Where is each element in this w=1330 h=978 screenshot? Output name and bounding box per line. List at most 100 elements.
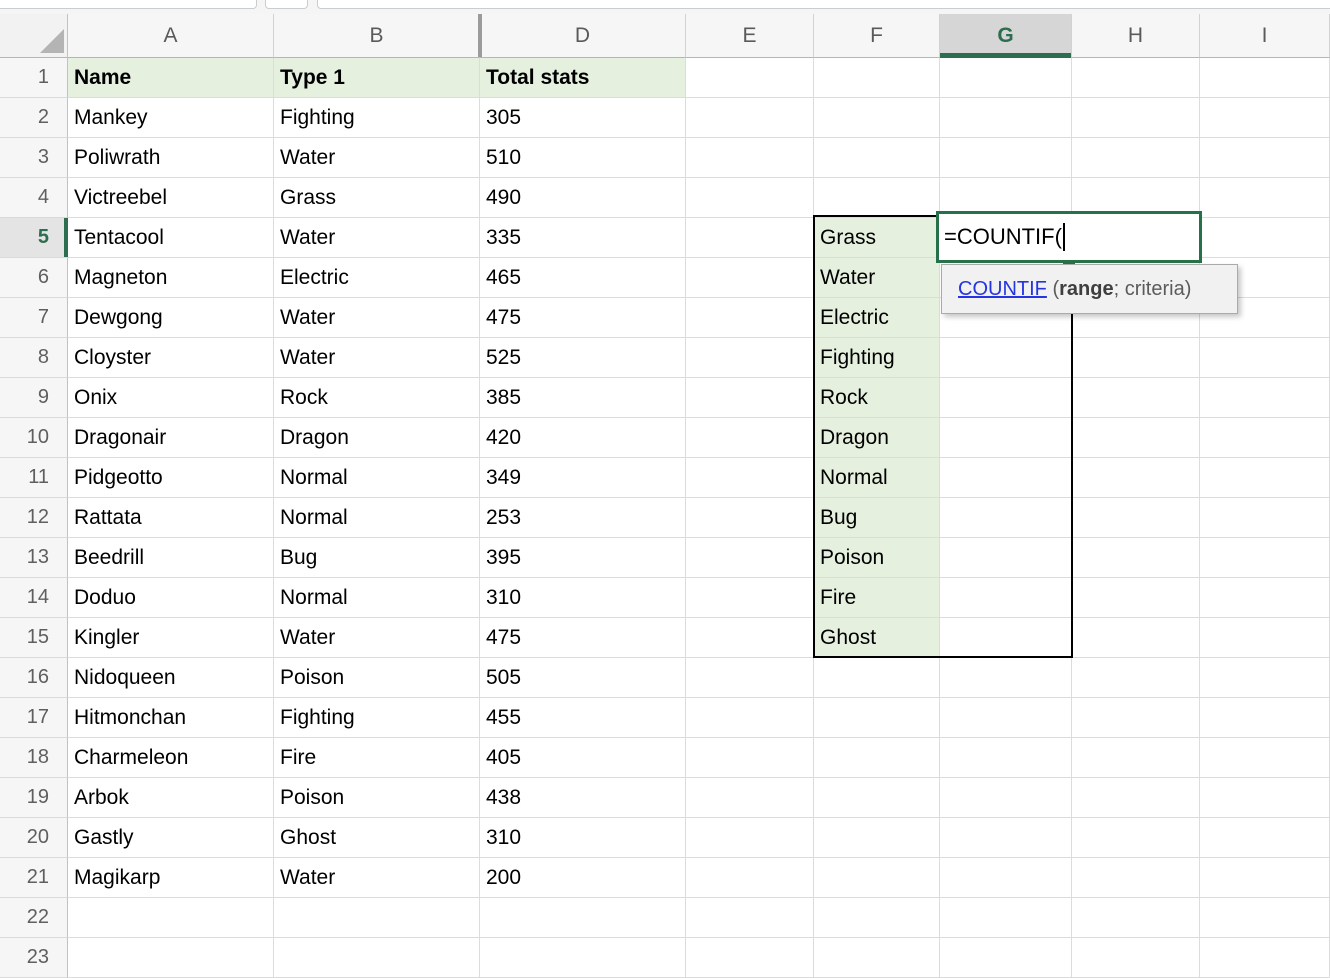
cell-A15[interactable]: Kingler — [68, 618, 274, 658]
cell-H15[interactable] — [1072, 618, 1200, 658]
cell-A7[interactable]: Dewgong — [68, 298, 274, 338]
cell-D5[interactable]: 335 — [480, 218, 686, 258]
cell-G12[interactable] — [940, 498, 1072, 538]
cell-H23[interactable] — [1072, 938, 1200, 978]
cell-G9[interactable] — [940, 378, 1072, 418]
cell-E8[interactable] — [686, 338, 814, 378]
cell-F20[interactable] — [814, 818, 940, 858]
cell-F16[interactable] — [814, 658, 940, 698]
cell-F14[interactable]: Fire — [814, 578, 940, 618]
cell-A22[interactable] — [68, 898, 274, 938]
cell-F23[interactable] — [814, 938, 940, 978]
row-header-13[interactable]: 13 — [0, 538, 68, 578]
cell-F2[interactable] — [814, 98, 940, 138]
cell-E7[interactable] — [686, 298, 814, 338]
cell-B7[interactable]: Water — [274, 298, 480, 338]
cell-G14[interactable] — [940, 578, 1072, 618]
cell-I4[interactable] — [1200, 178, 1330, 218]
column-header-A[interactable]: A — [68, 14, 274, 58]
cell-B19[interactable]: Poison — [274, 778, 480, 818]
cell-F21[interactable] — [814, 858, 940, 898]
row-header-8[interactable]: 8 — [0, 338, 68, 378]
row-header-3[interactable]: 3 — [0, 138, 68, 178]
cell-H9[interactable] — [1072, 378, 1200, 418]
cell-B8[interactable]: Water — [274, 338, 480, 378]
cell-F5[interactable]: Grass — [814, 218, 940, 258]
cell-D23[interactable] — [480, 938, 686, 978]
cell-G20[interactable] — [940, 818, 1072, 858]
cell-H10[interactable] — [1072, 418, 1200, 458]
cell-B4[interactable]: Grass — [274, 178, 480, 218]
cell-D3[interactable]: 510 — [480, 138, 686, 178]
cell-E18[interactable] — [686, 738, 814, 778]
cell-A3[interactable]: Poliwrath — [68, 138, 274, 178]
cell-A17[interactable]: Hitmonchan — [68, 698, 274, 738]
name-box[interactable] — [0, 0, 257, 9]
cell-D10[interactable]: 420 — [480, 418, 686, 458]
cell-D13[interactable]: 395 — [480, 538, 686, 578]
column-header-D[interactable]: D — [480, 14, 686, 58]
cell-E17[interactable] — [686, 698, 814, 738]
cell-B16[interactable]: Poison — [274, 658, 480, 698]
column-header-G[interactable]: G — [940, 14, 1072, 58]
cell-G15[interactable] — [940, 618, 1072, 658]
cell-I3[interactable] — [1200, 138, 1330, 178]
active-cell-editor[interactable]: =COUNTIF( — [936, 211, 1202, 269]
cell-I23[interactable] — [1200, 938, 1330, 978]
cell-E9[interactable] — [686, 378, 814, 418]
cell-F22[interactable] — [814, 898, 940, 938]
cell-F3[interactable] — [814, 138, 940, 178]
row-header-2[interactable]: 2 — [0, 98, 68, 138]
cell-F12[interactable]: Bug — [814, 498, 940, 538]
cell-F10[interactable]: Dragon — [814, 418, 940, 458]
cell-F1[interactable] — [814, 58, 940, 98]
cell-B2[interactable]: Fighting — [274, 98, 480, 138]
cell-E2[interactable] — [686, 98, 814, 138]
cell-B5[interactable]: Water — [274, 218, 480, 258]
cell-I11[interactable] — [1200, 458, 1330, 498]
hidden-column-c-divider[interactable] — [478, 14, 482, 57]
cell-A16[interactable]: Nidoqueen — [68, 658, 274, 698]
cell-I19[interactable] — [1200, 778, 1330, 818]
select-all-button[interactable] — [0, 14, 68, 58]
cell-I18[interactable] — [1200, 738, 1330, 778]
cell-H3[interactable] — [1072, 138, 1200, 178]
cell-D21[interactable]: 200 — [480, 858, 686, 898]
formula-bar[interactable] — [317, 0, 1330, 9]
cell-A14[interactable]: Doduo — [68, 578, 274, 618]
cell-I22[interactable] — [1200, 898, 1330, 938]
cell-I16[interactable] — [1200, 658, 1330, 698]
cell-D6[interactable]: 465 — [480, 258, 686, 298]
cell-B21[interactable]: Water — [274, 858, 480, 898]
cell-A12[interactable]: Rattata — [68, 498, 274, 538]
cell-E5[interactable] — [686, 218, 814, 258]
cell-D4[interactable]: 490 — [480, 178, 686, 218]
cell-A5[interactable]: Tentacool — [68, 218, 274, 258]
cell-I5[interactable] — [1200, 218, 1330, 258]
cell-B11[interactable]: Normal — [274, 458, 480, 498]
cell-E14[interactable] — [686, 578, 814, 618]
cell-B10[interactable]: Dragon — [274, 418, 480, 458]
cell-F18[interactable] — [814, 738, 940, 778]
cell-D9[interactable]: 385 — [480, 378, 686, 418]
cell-H20[interactable] — [1072, 818, 1200, 858]
cell-G16[interactable] — [940, 658, 1072, 698]
cell-F19[interactable] — [814, 778, 940, 818]
cell-D22[interactable] — [480, 898, 686, 938]
cell-D8[interactable]: 525 — [480, 338, 686, 378]
cell-I20[interactable] — [1200, 818, 1330, 858]
cell-F17[interactable] — [814, 698, 940, 738]
cell-E10[interactable] — [686, 418, 814, 458]
cell-H17[interactable] — [1072, 698, 1200, 738]
cell-G2[interactable] — [940, 98, 1072, 138]
cell-E21[interactable] — [686, 858, 814, 898]
cell-D12[interactable]: 253 — [480, 498, 686, 538]
row-header-4[interactable]: 4 — [0, 178, 68, 218]
cell-A1[interactable]: Name — [68, 58, 274, 98]
cell-A13[interactable]: Beedrill — [68, 538, 274, 578]
row-header-16[interactable]: 16 — [0, 658, 68, 698]
cell-H22[interactable] — [1072, 898, 1200, 938]
cell-A8[interactable]: Cloyster — [68, 338, 274, 378]
row-header-1[interactable]: 1 — [0, 58, 68, 98]
row-header-21[interactable]: 21 — [0, 858, 68, 898]
